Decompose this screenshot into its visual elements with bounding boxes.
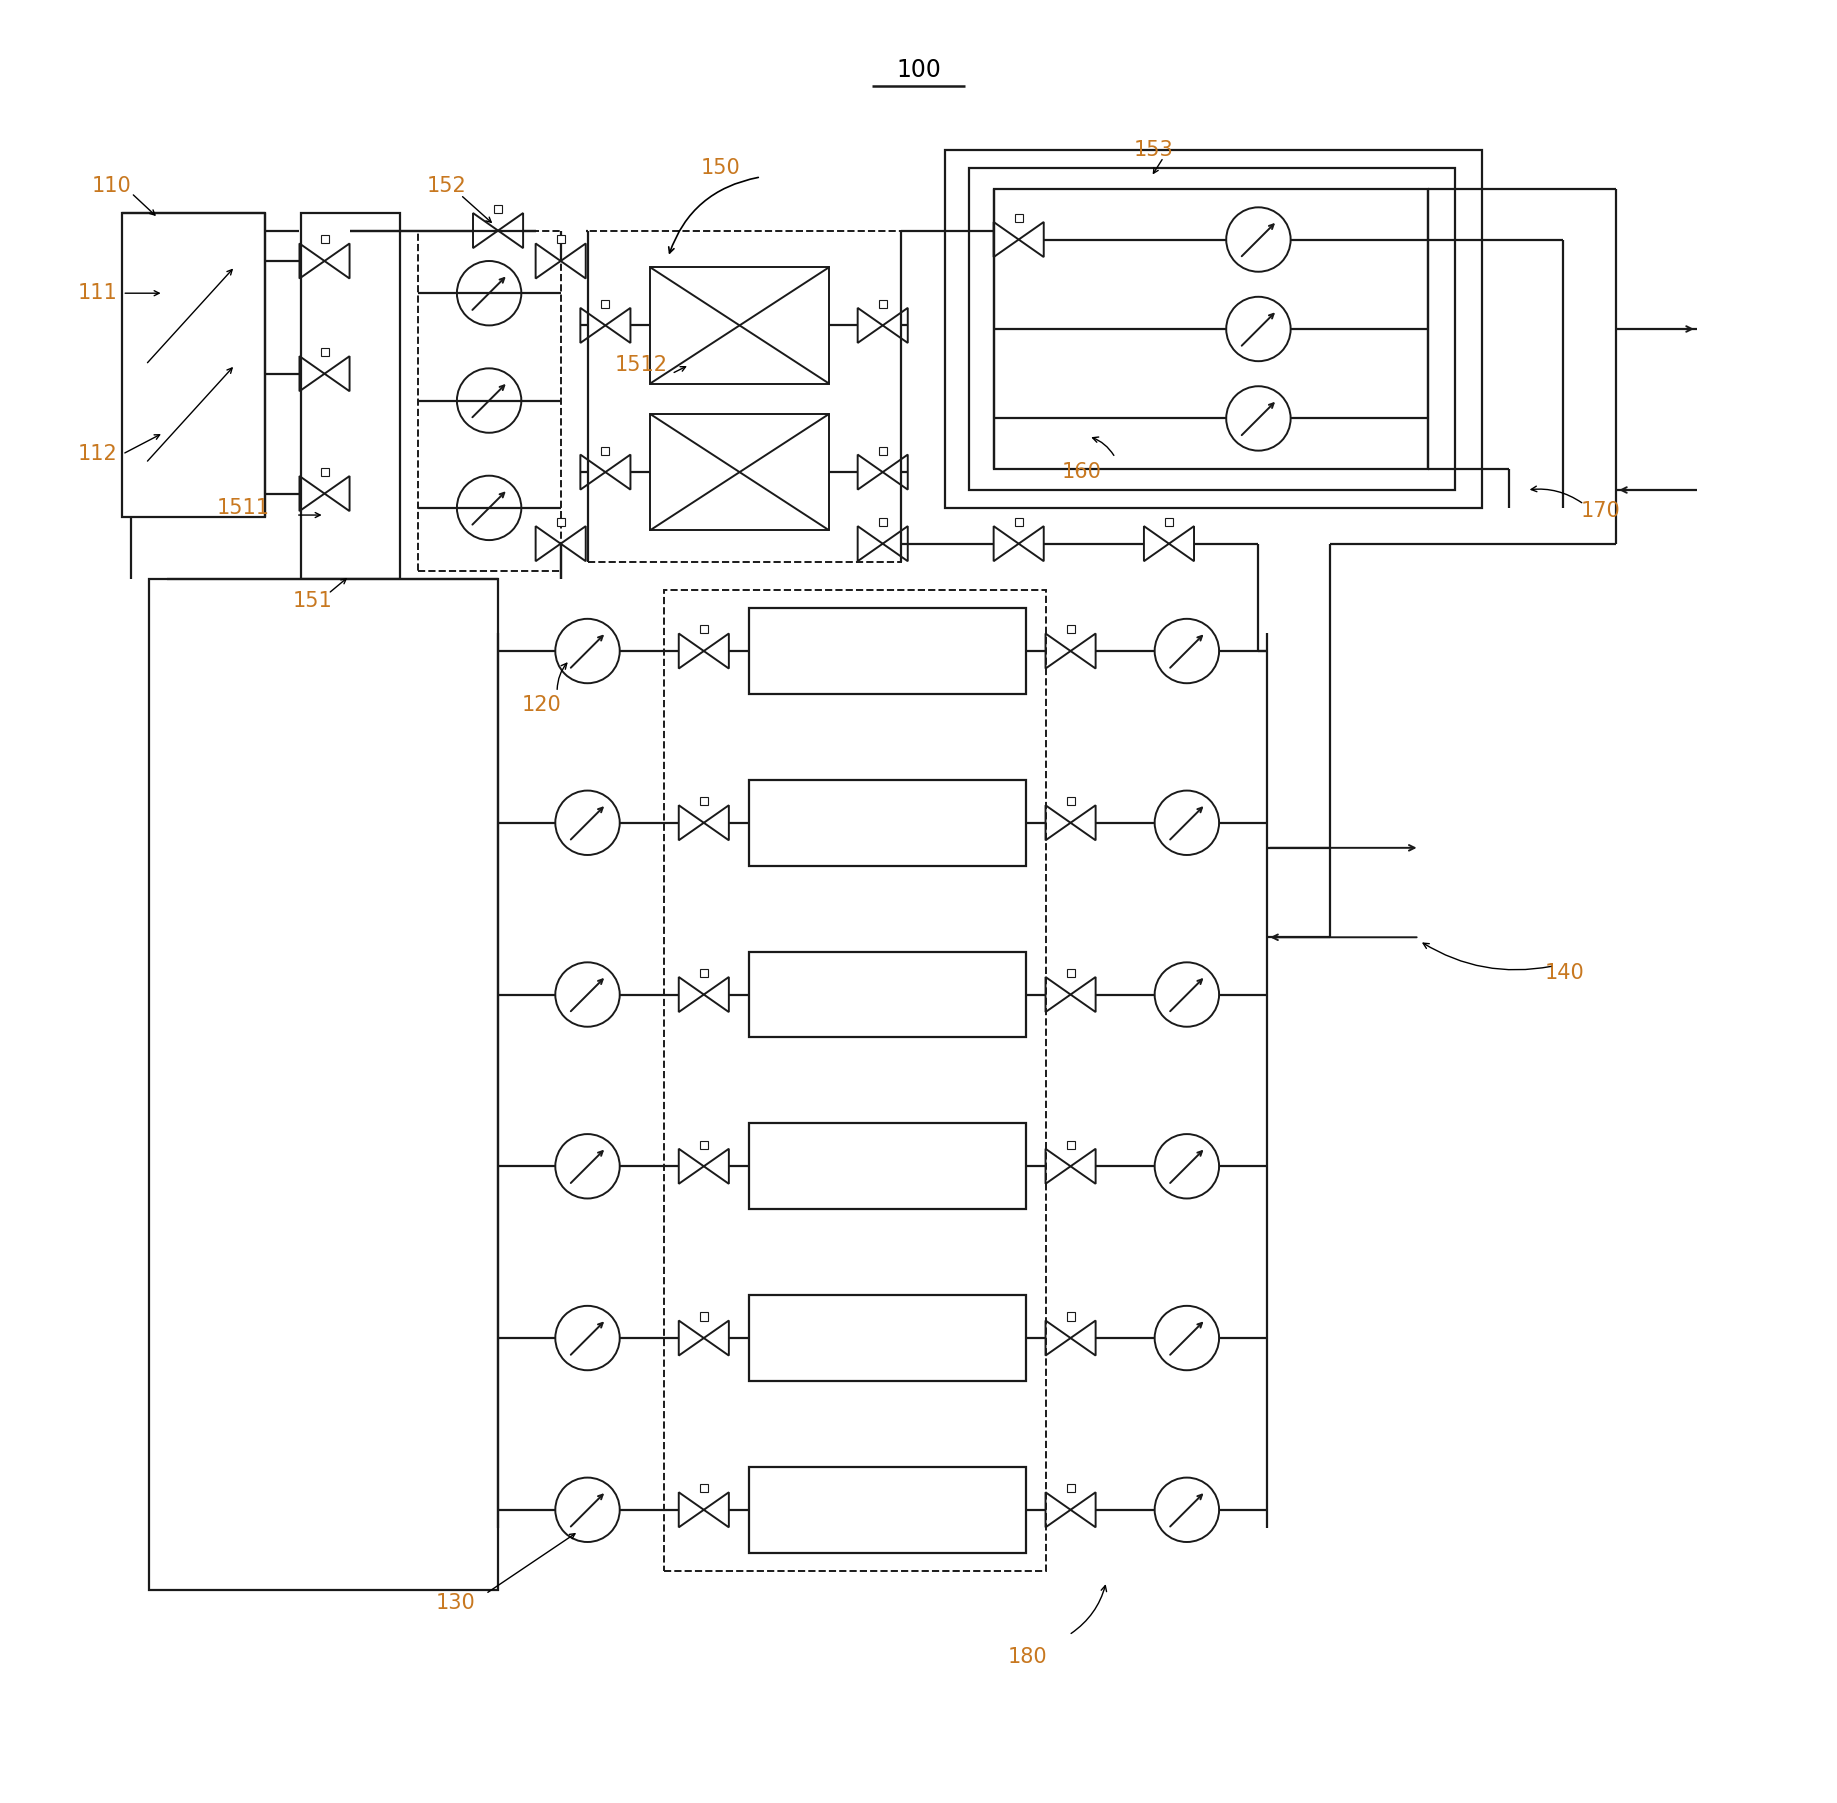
Bar xyxy=(994,189,1429,469)
Bar xyxy=(588,231,900,561)
Bar xyxy=(748,608,1025,694)
Bar xyxy=(748,952,1025,1037)
Bar xyxy=(748,1468,1025,1552)
Bar xyxy=(1067,1313,1075,1320)
Bar xyxy=(878,517,887,526)
Bar xyxy=(1067,797,1075,806)
Bar xyxy=(650,267,828,384)
Text: 130: 130 xyxy=(435,1592,476,1614)
Bar xyxy=(149,579,498,1590)
Bar xyxy=(1067,968,1075,977)
Bar xyxy=(601,299,610,308)
Bar xyxy=(700,1141,707,1149)
Bar xyxy=(650,415,828,530)
Bar xyxy=(1014,517,1023,526)
Bar xyxy=(1067,1484,1075,1493)
Text: 160: 160 xyxy=(1062,462,1102,481)
Bar xyxy=(557,517,564,526)
Bar xyxy=(700,797,707,806)
Text: 100: 100 xyxy=(896,58,941,81)
Bar xyxy=(700,1313,707,1320)
Bar xyxy=(748,1295,1025,1381)
Bar xyxy=(700,968,707,977)
Text: 112: 112 xyxy=(77,444,118,463)
Bar xyxy=(946,150,1482,508)
Bar xyxy=(494,206,502,213)
Text: 1511: 1511 xyxy=(217,498,270,517)
Text: 120: 120 xyxy=(522,694,560,714)
Bar xyxy=(665,590,1045,1570)
Text: 1512: 1512 xyxy=(614,355,667,375)
Bar xyxy=(748,781,1025,865)
Bar xyxy=(320,236,329,243)
Bar xyxy=(601,447,610,454)
Text: 151: 151 xyxy=(292,591,332,611)
Bar xyxy=(417,231,560,570)
Text: 150: 150 xyxy=(700,159,740,178)
Bar xyxy=(301,213,400,579)
Text: 153: 153 xyxy=(1133,141,1174,160)
Text: 110: 110 xyxy=(92,177,132,197)
Bar xyxy=(748,1123,1025,1210)
Text: 140: 140 xyxy=(1545,963,1585,983)
Bar xyxy=(878,299,887,308)
Text: 170: 170 xyxy=(1580,501,1620,521)
Bar xyxy=(878,447,887,454)
Bar xyxy=(1067,1141,1075,1149)
Bar xyxy=(123,213,266,517)
Bar xyxy=(700,1484,707,1493)
Bar xyxy=(320,469,329,476)
Bar xyxy=(700,626,707,633)
Bar xyxy=(1014,215,1023,222)
Bar xyxy=(1067,626,1075,633)
Bar xyxy=(1165,517,1174,526)
Bar xyxy=(968,168,1455,490)
Text: 111: 111 xyxy=(77,283,118,303)
Bar xyxy=(557,236,564,243)
Text: 152: 152 xyxy=(426,177,467,197)
Text: 180: 180 xyxy=(1009,1646,1047,1666)
Bar xyxy=(320,348,329,357)
